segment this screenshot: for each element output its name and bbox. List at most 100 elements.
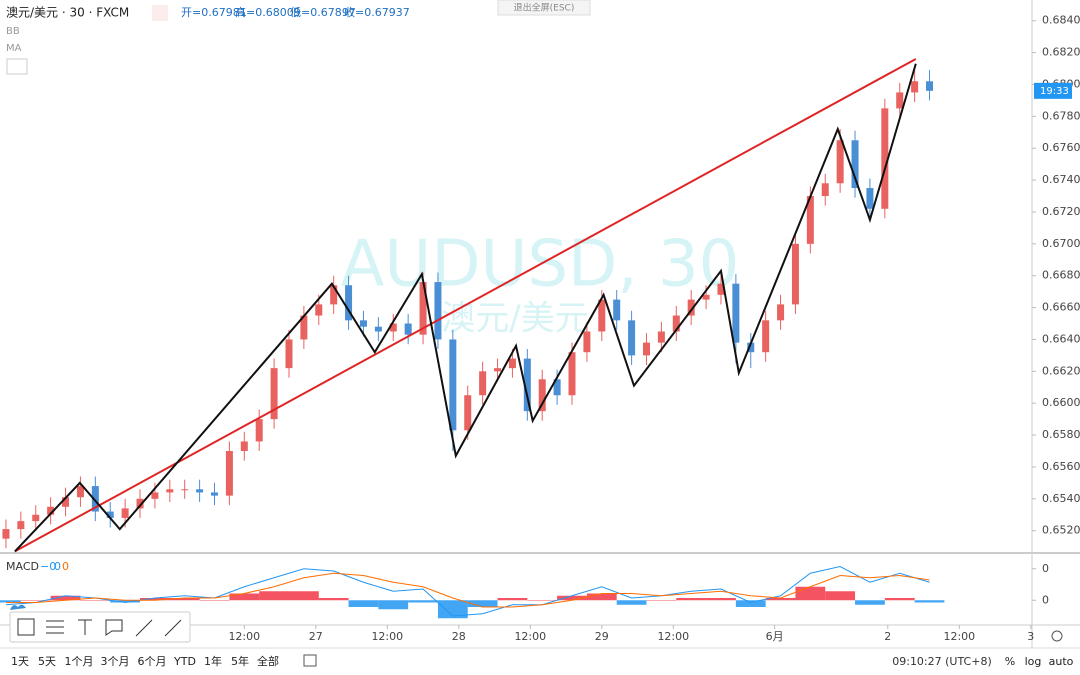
x-tick-label: 6月 xyxy=(766,630,784,643)
range-button[interactable]: 1个月 xyxy=(65,655,94,668)
candle-body xyxy=(717,283,725,295)
candle-body xyxy=(449,339,457,431)
scale-option[interactable]: auto xyxy=(1049,655,1074,668)
clock: 09:10:27 (UTC+8) xyxy=(892,655,992,668)
tool-rect[interactable] xyxy=(17,618,35,636)
candle-body xyxy=(598,299,606,332)
candle-body xyxy=(106,511,114,518)
histogram-bar xyxy=(140,598,170,601)
ohlc-low: 低=0.67897 xyxy=(290,6,356,19)
range-button[interactable]: 全部 xyxy=(257,654,279,668)
range-button[interactable]: YTD xyxy=(173,655,196,668)
ohlc-open: 开=0.67981 xyxy=(181,6,247,19)
candle-body xyxy=(32,514,40,522)
histogram-bar xyxy=(318,598,349,601)
candle-body xyxy=(2,529,10,539)
candle-body xyxy=(196,489,204,493)
candle-body xyxy=(479,371,487,396)
x-tick-label: 3 xyxy=(1027,630,1034,643)
histogram-bar xyxy=(527,600,558,601)
candle-body xyxy=(628,320,636,356)
range-button[interactable]: 5年 xyxy=(231,654,249,668)
range-button[interactable]: 5天 xyxy=(38,655,56,668)
tool-ray[interactable] xyxy=(135,619,153,637)
indicator-bb[interactable]: BB xyxy=(6,26,20,37)
candle-body xyxy=(270,368,278,420)
candle-body xyxy=(91,486,99,512)
histogram-bar xyxy=(557,595,587,601)
tool-note[interactable] xyxy=(105,619,123,636)
range-button[interactable]: 3个月 xyxy=(101,655,130,668)
x-tick-label: 12:00 xyxy=(228,630,260,643)
candle-body xyxy=(240,441,248,452)
x-tick-label: 12:00 xyxy=(943,630,975,643)
candle-body xyxy=(419,282,427,335)
candle-body xyxy=(508,358,516,369)
histogram-bar xyxy=(646,600,677,601)
histogram-bar xyxy=(259,591,289,601)
candle-body xyxy=(553,379,561,396)
candle-body xyxy=(121,508,129,518)
tool-line[interactable] xyxy=(164,619,182,637)
histogram-bar xyxy=(855,600,885,605)
range-button[interactable]: 6个月 xyxy=(138,655,167,668)
histogram-bar xyxy=(467,600,498,607)
macd-value: 0 xyxy=(54,560,61,573)
y-tick-label: 0 xyxy=(1042,562,1049,575)
scale-option[interactable]: % xyxy=(1005,655,1015,668)
histogram-bar xyxy=(80,600,111,601)
cloud-icon[interactable] xyxy=(10,604,26,610)
drawing-toolbar-box xyxy=(9,611,191,643)
candle-body xyxy=(151,492,159,499)
candle-body xyxy=(732,283,740,343)
candle-body xyxy=(255,419,263,442)
collapse-button[interactable] xyxy=(6,58,28,75)
tool-text[interactable] xyxy=(78,619,92,635)
indicator-ma[interactable]: MA xyxy=(6,43,22,54)
candle-body xyxy=(211,492,219,496)
candle-body xyxy=(434,282,442,340)
candle-body xyxy=(359,320,367,327)
candle-body xyxy=(583,331,591,353)
range-button[interactable]: 1天 xyxy=(11,655,29,668)
histogram-bar xyxy=(914,600,945,603)
candle-body xyxy=(851,140,859,189)
candle-body xyxy=(642,342,650,356)
candle-body xyxy=(374,326,382,332)
flag-icon[interactable] xyxy=(152,5,168,21)
settings-icon[interactable] xyxy=(1051,630,1063,642)
histogram-bar xyxy=(408,600,438,603)
range-button[interactable]: 1年 xyxy=(204,654,222,668)
histogram-bar xyxy=(348,600,379,607)
candle-body xyxy=(926,81,934,91)
ohlc-high: 高=0.68009 xyxy=(235,5,301,19)
tool-lines[interactable] xyxy=(46,620,64,634)
scale-option[interactable]: log xyxy=(1025,655,1042,668)
date-range-icon[interactable] xyxy=(303,654,317,667)
macd-value: 0 xyxy=(62,560,69,573)
candle-body xyxy=(285,339,293,369)
exit-fullscreen[interactable] xyxy=(497,0,591,16)
x-tick-label: 29 xyxy=(595,630,609,643)
symbol[interactable]: 澳元/美元 · 30 · FXCM xyxy=(6,6,129,20)
x-tick-label: 12:00 xyxy=(371,630,403,643)
histogram-bar xyxy=(497,598,528,601)
zigzag-line xyxy=(14,63,917,553)
histogram-bar xyxy=(765,598,796,601)
histogram-bar xyxy=(586,593,617,601)
exit-fullscreen-label: 退出全屏(ESC) xyxy=(514,2,575,14)
candle-body xyxy=(300,315,308,340)
histogram-bar xyxy=(288,591,319,601)
